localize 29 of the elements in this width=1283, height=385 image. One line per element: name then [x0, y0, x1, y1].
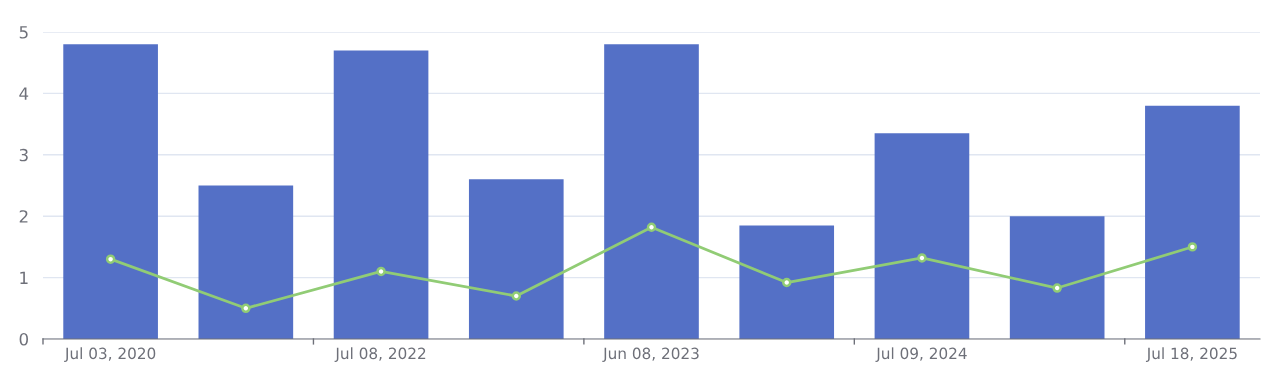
point — [1187, 242, 1198, 252]
point — [376, 266, 386, 277]
point — [241, 303, 251, 314]
x-tick-label: Jul 03, 2020 — [64, 347, 156, 362]
y-tick-label: 1 — [20, 271, 28, 284]
bar — [1145, 105, 1240, 339]
bar — [1009, 216, 1105, 339]
x-tick-label: Jul 08, 2022 — [334, 347, 426, 362]
point — [511, 291, 521, 301]
bar — [468, 179, 564, 339]
bar — [874, 133, 970, 339]
x-tick-label: Jun 08, 2023 — [602, 347, 699, 362]
bar — [198, 185, 294, 339]
y-tick-label: 5 — [19, 26, 28, 39]
point — [1052, 283, 1062, 293]
y-tick-label: 3 — [19, 148, 28, 162]
point — [917, 253, 927, 263]
point — [646, 222, 657, 232]
bar — [604, 44, 699, 339]
y-tick-label: 2 — [19, 210, 28, 223]
bar — [63, 44, 158, 339]
bar — [333, 50, 429, 339]
y-tick-label: 0 — [19, 332, 28, 346]
x-tick-label: Jul 18, 2025 — [1145, 347, 1237, 362]
y-tick-label: 4 — [19, 87, 29, 100]
bar — [739, 225, 835, 339]
point — [782, 277, 792, 288]
x-tick-label: Jul 09, 2024 — [875, 347, 967, 362]
point — [105, 254, 116, 264]
